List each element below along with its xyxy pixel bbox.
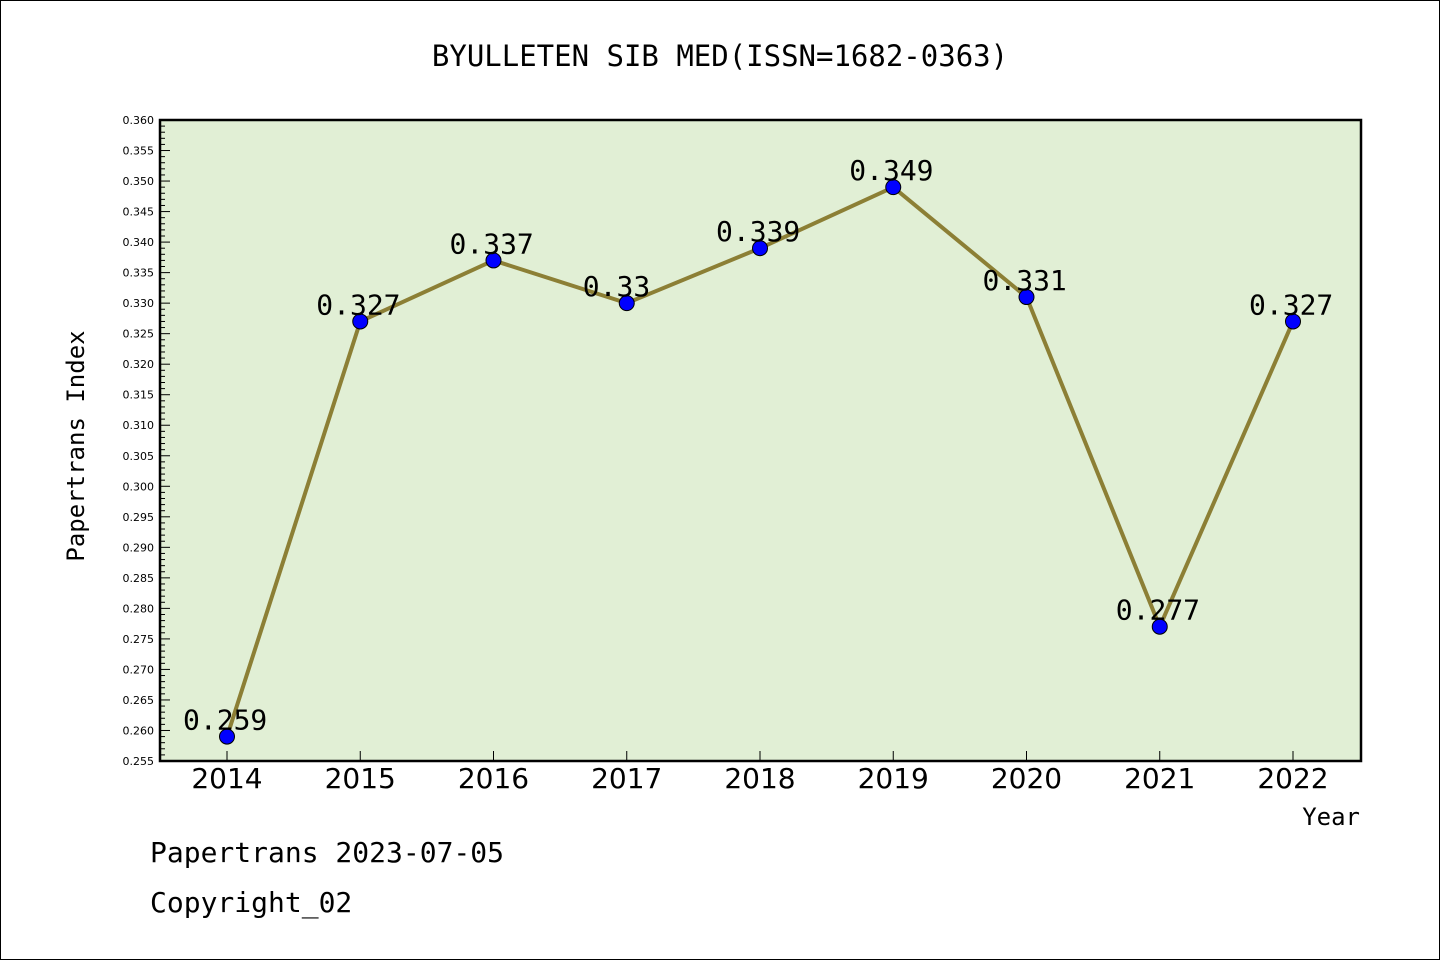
y-tick-label: 0.265: [123, 694, 155, 707]
data-label: 0.259: [183, 704, 267, 737]
data-label: 0.339: [716, 215, 800, 248]
y-tick-label: 0.270: [123, 663, 155, 676]
y-tick-label: 0.285: [123, 572, 155, 585]
data-label: 0.327: [316, 288, 400, 321]
x-tick-label: 2015: [325, 762, 396, 795]
y-tick-label: 0.345: [123, 206, 155, 219]
y-tick-label: 0.360: [123, 114, 155, 127]
y-axis-label: Papertrans Index: [62, 330, 90, 561]
y-tick-label: 0.310: [123, 419, 155, 432]
x-tick-label: 2018: [724, 762, 795, 795]
footer-copyright: Copyright_02: [150, 886, 353, 919]
y-tick-label: 0.315: [123, 389, 155, 402]
x-tick-label: 2020: [991, 762, 1062, 795]
data-point: [885, 179, 902, 196]
y-tick-label: 0.280: [123, 602, 155, 615]
data-point: [752, 240, 768, 257]
data-label: 0.331: [983, 264, 1067, 297]
x-tick-label: 2017: [591, 762, 662, 795]
data-label: 0.337: [450, 227, 534, 260]
plot-area: [158, 118, 1363, 763]
y-tick-label: 0.350: [123, 175, 155, 188]
y-tick-label: 0.325: [123, 328, 155, 341]
x-axis-label: Year: [1302, 803, 1360, 831]
x-tick-label: 2014: [191, 762, 262, 795]
y-tick-label: 0.275: [123, 633, 155, 646]
data-label: 0.33: [583, 270, 650, 303]
series: [219, 179, 1301, 745]
x-tick-label: 2016: [458, 762, 529, 795]
data-label: 0.327: [1249, 288, 1333, 321]
data-point: [485, 252, 502, 269]
x-tick-label: 2022: [1257, 762, 1328, 795]
y-tick-label: 0.260: [123, 724, 155, 737]
data-label: 0.349: [849, 154, 933, 187]
y-tick-label: 0.355: [123, 145, 155, 158]
chart-title: BYULLETEN SIB MED(ISSN=1682-0363): [432, 39, 1008, 73]
data-point: [618, 295, 635, 312]
x-tick-label: 2019: [858, 762, 929, 795]
footer-date: Papertrans 2023-07-05: [150, 836, 505, 869]
data-point: [1285, 313, 1301, 330]
y-tick-label: 0.255: [123, 755, 155, 768]
x-axis-ticks: 2014 2015 2016 2017 2018 2019 2020 2021 2022: [191, 751, 1329, 795]
y-axis-ticks: 0.255 0.260 0.265 0.270 0.275 0.280 0.285 0.290…: [123, 114, 170, 768]
y-tick-label: 0.330: [123, 297, 155, 310]
data-point: [1018, 289, 1035, 306]
y-tick-label: 0.290: [123, 541, 155, 554]
y-tick-label: 0.295: [123, 511, 155, 524]
y-tick-label: 0.335: [123, 267, 155, 280]
y-tick-label: 0.305: [123, 450, 155, 463]
y-tick-label: 0.320: [123, 358, 155, 371]
data-point: [219, 728, 235, 745]
data-label: 0.277: [1116, 594, 1200, 627]
y-tick-label: 0.300: [123, 480, 155, 493]
x-tick-label: 2021: [1124, 762, 1195, 795]
data-point: [1151, 618, 1168, 635]
data-labels: 0.259 0.327 0.337 0.33 0.339 0.349 0.331 0.277 0…: [183, 154, 1333, 736]
data-point: [352, 313, 369, 330]
y-tick-label: 0.340: [123, 236, 155, 249]
